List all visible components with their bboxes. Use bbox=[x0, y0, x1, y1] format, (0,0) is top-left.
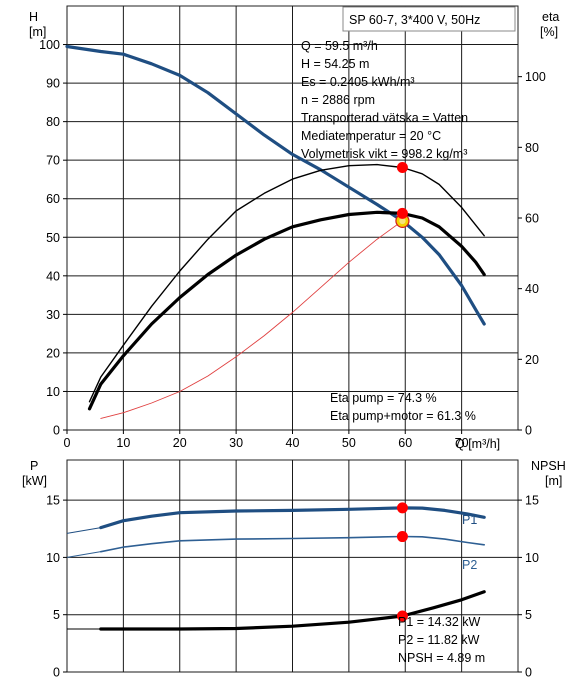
y-axis-unit-npsh: [m] bbox=[545, 474, 562, 488]
y-tick-label-right: 100 bbox=[525, 70, 546, 84]
x-axis-label: Q [m³/h] bbox=[455, 437, 500, 451]
x-tick-label: 40 bbox=[286, 436, 300, 450]
x-tick-label: 0 bbox=[64, 436, 71, 450]
x-tick-label: 60 bbox=[398, 436, 412, 450]
series-label-p1: P1 bbox=[462, 513, 477, 527]
duty-point-info: Q = 59.5 m³/h H = 54.25 m Es = 0.2405 kW… bbox=[301, 39, 468, 161]
info-density: Volymetrisk vikt = 998.2 kg/m³ bbox=[301, 147, 467, 161]
y-tick-label-left: 100 bbox=[39, 38, 60, 52]
curve-p1 bbox=[99, 506, 486, 530]
chart-title: SP 60-7, 3*400 V, 50Hz bbox=[349, 13, 480, 27]
curve-eta-pump bbox=[88, 163, 485, 403]
info-flow: Q = 59.5 m³/h bbox=[301, 39, 378, 53]
eta-total-readout: Eta pump+motor = 61.3 % bbox=[330, 409, 476, 423]
y-tick-label-left: 80 bbox=[46, 115, 60, 129]
power-readout: P1 = 14.32 kW P2 = 11.82 kW NPSH = 4.89 … bbox=[398, 615, 485, 665]
p2-readout: P2 = 11.82 kW bbox=[398, 633, 480, 647]
info-head: H = 54.25 m bbox=[301, 57, 369, 71]
y-tick-label-left: 0 bbox=[53, 424, 60, 438]
y-axis-label-head: H bbox=[29, 10, 38, 24]
info-liquid: Transporterad vätska = Vatten bbox=[301, 111, 468, 125]
duty-point-marker-core bbox=[399, 217, 406, 225]
y-tick-label-left: 5 bbox=[53, 608, 60, 622]
power-chart-ticks: 0 5 10 15 0 5 10 15 bbox=[46, 494, 539, 680]
y-axis-unit-eta: [%] bbox=[540, 25, 558, 39]
info-energy: Es = 0.2405 kWh/m³ bbox=[301, 75, 415, 89]
x-tick-label: 70 bbox=[455, 436, 469, 450]
y-tick-label-right: 0 bbox=[525, 666, 532, 680]
y-tick-label-right: 10 bbox=[525, 551, 539, 565]
info-speed: n = 2886 rpm bbox=[301, 93, 375, 107]
y-axis-unit-head: [m] bbox=[29, 25, 46, 39]
power-marker-0 bbox=[396, 502, 408, 514]
x-tick-label: 30 bbox=[229, 436, 243, 450]
y-axis-label-npsh: NPSH bbox=[531, 459, 566, 473]
p1-readout: P1 = 14.32 kW bbox=[398, 615, 481, 629]
efficiency-marker-2 bbox=[396, 207, 408, 219]
power-chart-curves bbox=[66, 502, 486, 631]
x-tick-label: 20 bbox=[173, 436, 187, 450]
npsh-readout: NPSH = 4.89 m bbox=[398, 651, 485, 665]
y-axis-unit-power: [kW] bbox=[22, 474, 47, 488]
y-tick-label-left: 40 bbox=[46, 269, 60, 283]
curve-system bbox=[100, 220, 403, 419]
power-chart-grid bbox=[66, 460, 518, 673]
curve-npsh bbox=[99, 590, 486, 631]
head-efficiency-chart: 0 10 20 30 40 50 60 70 0 10 20 30 40 50 60 70 80 90 100 0 20… bbox=[29, 5, 559, 451]
head-chart-grid bbox=[66, 6, 518, 431]
power-marker-1 bbox=[396, 531, 408, 543]
power-marker-2 bbox=[396, 610, 408, 622]
y-tick-label-left: 10 bbox=[46, 385, 60, 399]
y-tick-label-left: 70 bbox=[46, 154, 60, 168]
y-tick-label-right: 5 bbox=[525, 608, 532, 622]
curve-p1-extension bbox=[66, 527, 101, 534]
y-tick-label-left: 50 bbox=[46, 231, 60, 245]
curve-p2 bbox=[100, 535, 485, 553]
eta-pump-readout: Eta pump = 74.3 % bbox=[330, 391, 437, 405]
y-tick-label-left: 10 bbox=[46, 551, 60, 565]
chart-title-box bbox=[342, 6, 516, 32]
y-tick-label-right: 15 bbox=[525, 494, 539, 508]
head-chart-curves bbox=[65, 44, 486, 419]
y-tick-label-left: 15 bbox=[46, 494, 60, 508]
efficiency-marker-1 bbox=[396, 161, 408, 173]
series-label-p2: P2 bbox=[462, 558, 477, 572]
power-npsh-chart: 0 5 10 15 0 5 10 15 P [kW] NPSH [m] P1 P2 P1 = … bbox=[22, 459, 566, 680]
x-tick-label: 50 bbox=[342, 436, 356, 450]
y-tick-label-right: 40 bbox=[525, 282, 539, 296]
x-tick-label: 10 bbox=[116, 436, 130, 450]
y-axis-label-eta: eta bbox=[542, 10, 559, 24]
y-tick-label-right: 20 bbox=[525, 353, 539, 367]
y-tick-label-right: 0 bbox=[525, 424, 532, 438]
efficiency-readout: Eta pump = 74.3 % Eta pump+motor = 61.3 … bbox=[330, 391, 476, 423]
head-chart-ticks: 0 10 20 30 40 50 60 70 0 10 20 30 40 50 60 70 80 90 100 0 20… bbox=[39, 38, 546, 450]
y-tick-label-left: 20 bbox=[46, 346, 60, 360]
y-tick-label-left: 60 bbox=[46, 192, 60, 206]
curve-eta-total bbox=[87, 210, 486, 411]
y-tick-label-left: 0 bbox=[53, 666, 60, 680]
y-tick-label-left: 90 bbox=[46, 77, 60, 91]
curve-p2-extension bbox=[66, 551, 101, 558]
y-tick-label-left: 30 bbox=[46, 308, 60, 322]
curve-head bbox=[65, 44, 486, 326]
curve-head-extension bbox=[66, 45, 101, 52]
info-temperature: Mediatemperatur = 20 °C bbox=[301, 129, 441, 143]
y-tick-label-right: 80 bbox=[525, 141, 539, 155]
y-tick-label-right: 60 bbox=[525, 212, 539, 226]
y-axis-label-power: P bbox=[30, 459, 38, 473]
